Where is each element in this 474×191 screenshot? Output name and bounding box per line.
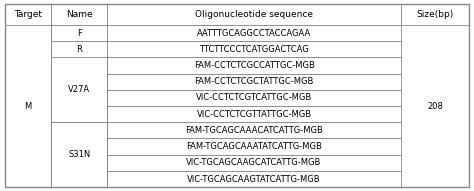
Text: Oligonucleotide sequence: Oligonucleotide sequence bbox=[195, 10, 313, 19]
Bar bbox=[51, 57, 108, 122]
Bar bbox=[51, 122, 108, 187]
Bar bbox=[108, 41, 401, 57]
Bar bbox=[401, 138, 469, 155]
Bar bbox=[5, 25, 51, 187]
Text: VIC-CCTCTCGTCATTGC-MGB: VIC-CCTCTCGTCATTGC-MGB bbox=[196, 93, 312, 102]
Bar bbox=[401, 90, 469, 106]
Bar bbox=[401, 171, 469, 187]
Bar bbox=[401, 41, 469, 57]
Bar bbox=[401, 74, 469, 90]
Text: Name: Name bbox=[66, 10, 92, 19]
Text: VIC-TGCAGCAAGCATCATTG-MGB: VIC-TGCAGCAAGCATCATTG-MGB bbox=[186, 158, 322, 167]
Bar bbox=[51, 90, 108, 106]
Text: AATTTGCAGGCCTACCAGAA: AATTTGCAGGCCTACCAGAA bbox=[197, 28, 311, 37]
Text: FAM-CCTCTCGCCATTGC-MGB: FAM-CCTCTCGCCATTGC-MGB bbox=[194, 61, 315, 70]
Text: FAM-TGCAGCAAACATCATTG-MGB: FAM-TGCAGCAAACATCATTG-MGB bbox=[185, 126, 323, 135]
Bar bbox=[5, 171, 51, 187]
Bar bbox=[5, 4, 51, 25]
Bar bbox=[5, 106, 51, 122]
Text: VIC-CCTCTCGTTATTGC-MGB: VIC-CCTCTCGTTATTGC-MGB bbox=[197, 110, 312, 119]
Text: S31N: S31N bbox=[68, 150, 91, 159]
Bar bbox=[5, 25, 51, 41]
Bar bbox=[108, 155, 401, 171]
Bar bbox=[108, 57, 401, 74]
Bar bbox=[51, 41, 108, 57]
Bar bbox=[51, 106, 108, 122]
Bar bbox=[51, 122, 108, 138]
Bar bbox=[51, 57, 108, 74]
Bar bbox=[401, 25, 469, 187]
Text: R: R bbox=[76, 45, 82, 54]
Bar bbox=[5, 74, 51, 90]
Bar bbox=[401, 122, 469, 138]
Bar bbox=[108, 25, 401, 41]
Bar bbox=[401, 155, 469, 171]
Bar bbox=[108, 122, 401, 138]
Bar bbox=[401, 106, 469, 122]
Bar bbox=[401, 25, 469, 187]
Text: M: M bbox=[24, 102, 32, 111]
Text: FAM-TGCAGCAAATATCATTG-MGB: FAM-TGCAGCAAATATCATTG-MGB bbox=[186, 142, 322, 151]
Text: VIC-TGCAGCAAGTATCATTG-MGB: VIC-TGCAGCAAGTATCATTG-MGB bbox=[187, 175, 321, 184]
Bar bbox=[108, 74, 401, 90]
Bar bbox=[5, 25, 51, 187]
Bar bbox=[401, 4, 469, 25]
Bar bbox=[51, 4, 108, 25]
Bar bbox=[108, 138, 401, 155]
Bar bbox=[51, 138, 108, 155]
Text: F: F bbox=[77, 28, 82, 37]
Bar bbox=[51, 25, 108, 41]
Bar bbox=[108, 106, 401, 122]
Bar bbox=[51, 155, 108, 171]
Text: TTCTTCCCTCATGGACTCAG: TTCTTCCCTCATGGACTCAG bbox=[199, 45, 309, 54]
Bar bbox=[5, 90, 51, 106]
Bar bbox=[108, 171, 401, 187]
Bar bbox=[5, 155, 51, 171]
Text: V27A: V27A bbox=[68, 85, 91, 94]
Text: FAM-CCTCTCGCTATTGC-MGB: FAM-CCTCTCGCTATTGC-MGB bbox=[194, 77, 314, 86]
Bar bbox=[108, 4, 401, 25]
Bar bbox=[5, 122, 51, 138]
Bar bbox=[108, 90, 401, 106]
Bar bbox=[51, 171, 108, 187]
Bar bbox=[51, 57, 108, 122]
Text: Size(bp): Size(bp) bbox=[416, 10, 454, 19]
Bar bbox=[5, 57, 51, 74]
Bar bbox=[51, 74, 108, 90]
Text: 208: 208 bbox=[427, 102, 443, 111]
Bar bbox=[51, 122, 108, 187]
Bar bbox=[5, 138, 51, 155]
Bar bbox=[401, 25, 469, 41]
Text: Target: Target bbox=[14, 10, 42, 19]
Bar bbox=[401, 57, 469, 74]
Bar bbox=[5, 41, 51, 57]
